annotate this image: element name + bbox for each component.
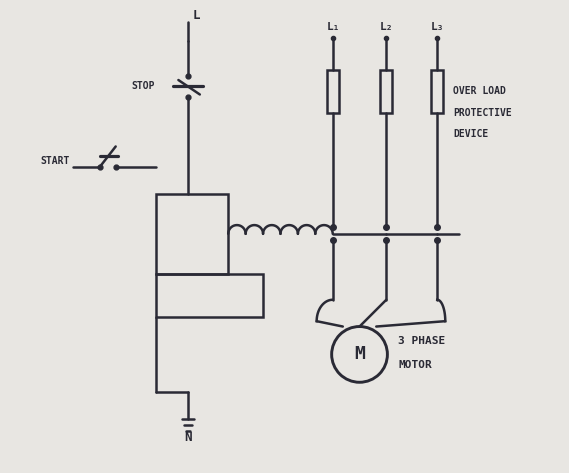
- Text: M: M: [354, 345, 365, 363]
- Text: L₂: L₂: [380, 22, 393, 32]
- Bar: [431, 70, 443, 113]
- Bar: [156, 274, 263, 317]
- Text: START: START: [40, 156, 70, 166]
- Text: PROTECTIVE: PROTECTIVE: [453, 108, 512, 118]
- Bar: [381, 70, 392, 113]
- Text: STOP: STOP: [132, 81, 155, 91]
- Text: MOTOR: MOTOR: [398, 360, 432, 370]
- Text: OVER LOAD: OVER LOAD: [453, 87, 506, 96]
- Bar: [327, 70, 339, 113]
- Text: 3 PHASE: 3 PHASE: [398, 336, 446, 346]
- Bar: [156, 193, 228, 274]
- Text: L₃: L₃: [431, 22, 444, 32]
- Text: L₁: L₁: [326, 22, 340, 32]
- Text: L: L: [192, 9, 200, 22]
- Text: DEVICE: DEVICE: [453, 129, 489, 140]
- Text: N: N: [184, 431, 192, 444]
